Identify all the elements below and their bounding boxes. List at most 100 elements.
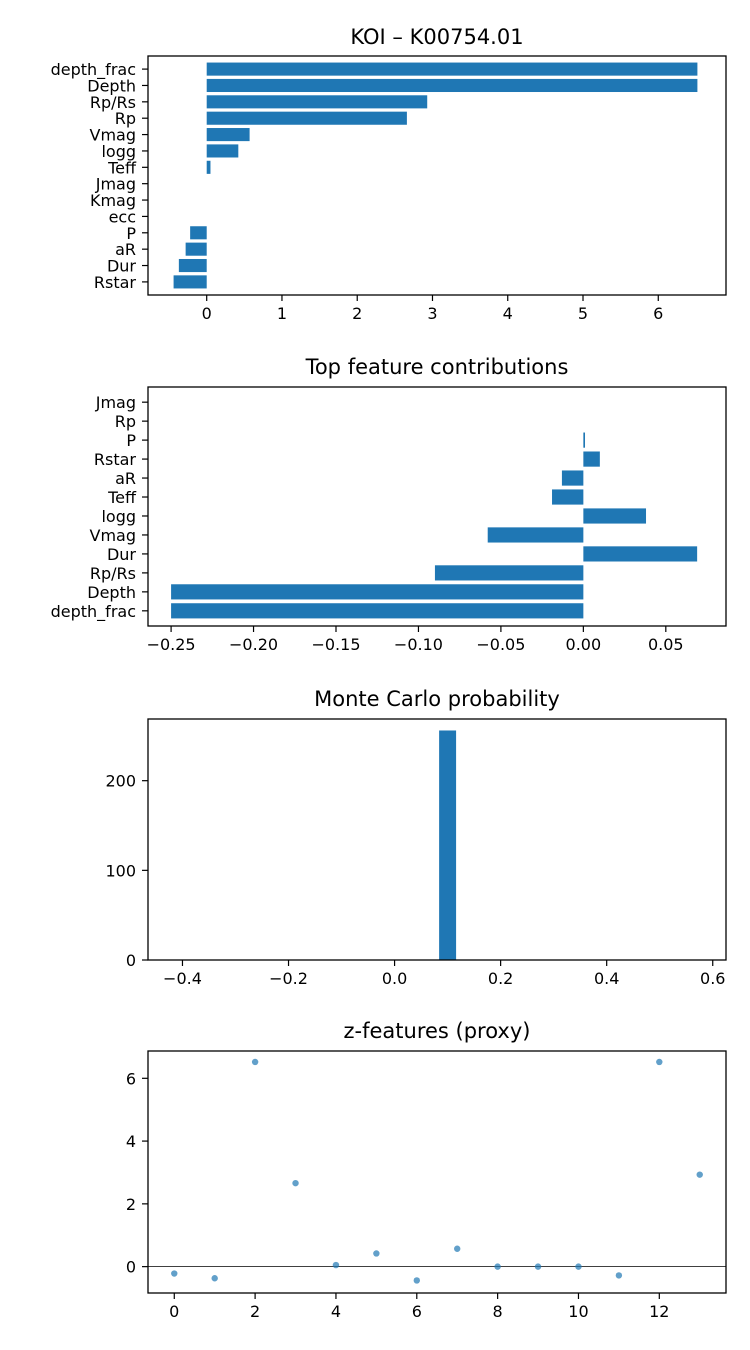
y-tick-label: ecc [109, 207, 136, 226]
x-tick-label: 12 [649, 1302, 669, 1321]
histogram-bin [439, 730, 457, 960]
bar-dur [178, 258, 207, 273]
bar-depth [171, 584, 584, 600]
bar-rp-rs [206, 95, 428, 109]
y-tick-label: 0 [126, 951, 136, 970]
scatter-point [454, 1245, 461, 1252]
x-tick-label: 0.05 [648, 635, 684, 654]
scatter-point [575, 1263, 582, 1270]
y-tick-label: aR [115, 240, 136, 259]
scatter-point [211, 1275, 218, 1282]
x-tick-label: 0.00 [566, 635, 602, 654]
y-tick-label: Rp/Rs [90, 564, 136, 583]
bar-rp-rs [434, 565, 584, 581]
x-tick-label: 2 [250, 1302, 260, 1321]
panel-koi: KOI – K00754.01 depth_fracDepthRp/RsRpVm… [51, 25, 727, 323]
y-tick-label: Vmag [90, 126, 137, 145]
y-tick-label: 0 [126, 1258, 136, 1277]
x-tick-label: 0 [202, 304, 212, 323]
x-tick-label: 8 [493, 1302, 503, 1321]
scatter-point [534, 1263, 542, 1270]
x-tick-label: 0.6 [700, 969, 725, 988]
plot-frame [147, 55, 727, 296]
axes-ticks: 0 2 4 6 8 10 12 0 2 4 6 [126, 1069, 670, 1321]
y-tick-label: Rstar [94, 450, 137, 469]
y-tick-label: Teff [107, 488, 137, 507]
x-tick-label: −0.20 [229, 635, 278, 654]
bar-vmag [206, 128, 250, 142]
y-tick-label: Rp/Rs [90, 93, 136, 112]
scatter-point [251, 1058, 259, 1066]
x-tick-label: 4 [331, 1302, 341, 1321]
y-tick-label: Jmag [95, 393, 136, 412]
x-tick-label: 0.2 [488, 969, 513, 988]
plot-frame [147, 386, 727, 627]
scatter-point [332, 1261, 340, 1269]
panel-top-contributions: Top feature contributions JmagRpPRstaraR… [51, 355, 727, 654]
y-tick-label: logg [101, 142, 136, 161]
y-tick-label: Depth [87, 76, 136, 95]
y-tick-label: Dur [107, 257, 136, 276]
x-tick-label: 5 [578, 304, 588, 323]
x-tick-label: 4 [503, 304, 513, 323]
scatter-point [413, 1277, 420, 1284]
x-tick-label: −0.15 [311, 635, 360, 654]
x-tick-label: 1 [277, 304, 287, 323]
y-tick-label: Kmag [90, 191, 136, 210]
scatter-point [373, 1250, 380, 1257]
y-tick-label: 6 [126, 1069, 136, 1088]
plot-frame [147, 1050, 727, 1294]
y-tick-label: logg [101, 507, 136, 526]
y-tick-label: 2 [126, 1195, 136, 1214]
scatter-point [656, 1058, 663, 1066]
bar-ar [561, 470, 584, 486]
panel-monte-carlo: Monte Carlo probability −0.4 −0.2 0.0 0.2 0.… [105, 687, 727, 988]
axes-ticks: −0.4 −0.2 0.0 0.2 0.4 0.6 0 100 200 [105, 772, 725, 988]
y-tick-label: 200 [105, 772, 136, 791]
chart-title: z-features (proxy) [344, 1019, 531, 1043]
axes-ticks: depth_fracDepthRp/RsRpVmagloggTeffJmagKm… [51, 60, 664, 323]
x-tick-label: 2 [352, 304, 362, 323]
x-tick-label: −0.4 [163, 969, 202, 988]
y-tick-label: P [126, 431, 136, 450]
x-tick-label: −0.2 [269, 969, 308, 988]
chart-title: KOI – K00754.01 [350, 25, 523, 49]
bar-depth-frac [171, 603, 584, 619]
y-tick-label: P [126, 224, 136, 243]
bar-series [173, 62, 698, 289]
plot-frame [147, 718, 727, 961]
bar-dur [583, 546, 698, 562]
bar-series [171, 432, 698, 619]
bar-depth-frac [206, 62, 698, 76]
panel-z-features: z-features (proxy) 0 2 4 6 8 10 12 0 2 4 6 [126, 1019, 727, 1321]
y-tick-label: depth_frac [51, 602, 136, 622]
bar-teff [552, 489, 584, 505]
scatter-series [171, 1058, 703, 1284]
chart-title: Monte Carlo probability [314, 687, 560, 711]
y-tick-label: Rp [115, 109, 136, 128]
scatter-point [292, 1179, 299, 1187]
y-tick-label: aR [115, 469, 136, 488]
x-tick-label: 6 [412, 1302, 422, 1321]
bar-rp [206, 111, 407, 125]
y-tick-label: Rstar [94, 273, 137, 292]
y-tick-label: 4 [126, 1132, 136, 1151]
histogram-series [439, 730, 457, 960]
y-tick-label: Depth [87, 583, 136, 602]
bar-depth [206, 78, 698, 93]
bar-rstar [583, 451, 600, 467]
bar-logg [206, 144, 239, 158]
bar-p [190, 226, 207, 240]
y-tick-label: Teff [107, 158, 137, 177]
x-tick-label: −0.05 [476, 635, 525, 654]
chart-title: Top feature contributions [305, 355, 569, 379]
bar-ar [185, 242, 207, 256]
bar-teff [206, 160, 211, 174]
y-tick-label: 100 [105, 861, 136, 880]
x-tick-label: 6 [653, 304, 663, 323]
scatter-point [494, 1263, 501, 1270]
scatter-point [171, 1270, 178, 1277]
y-tick-label: Dur [107, 545, 136, 564]
